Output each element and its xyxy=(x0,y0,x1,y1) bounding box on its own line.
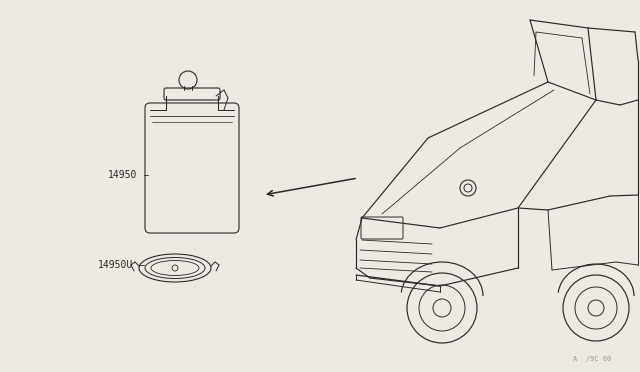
Text: A  /9C 00: A /9C 00 xyxy=(573,356,620,362)
Text: 14950: 14950 xyxy=(108,170,138,180)
Text: 14950U: 14950U xyxy=(98,260,133,270)
